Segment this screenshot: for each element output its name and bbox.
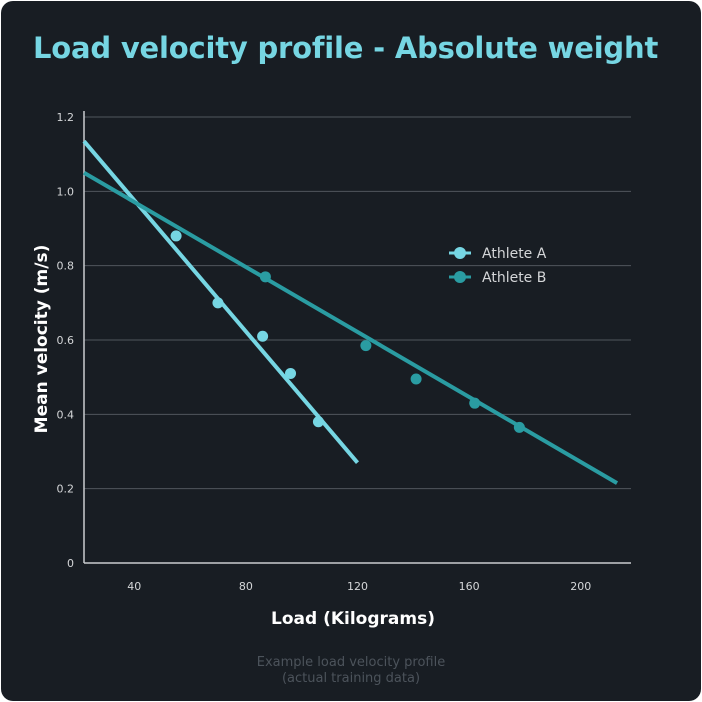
- data-point-athlete-b: [513, 421, 525, 433]
- trendline-athlete-b: [82, 171, 619, 485]
- data-point-athlete-a: [312, 416, 324, 428]
- caption-line-2: (actual training data): [281, 671, 421, 686]
- data-point-athlete-a: [170, 230, 182, 242]
- tick-labels: 0 0.2 0.4 0.6 0.8 1.0 1.2 40 80 120 160 200: [57, 111, 592, 593]
- chart-plot: 0 0.2 0.4 0.6 0.8 1.0 1.2 40 80 120 160 200 Athlete…: [32, 111, 631, 629]
- legend-marker-athlete-a: [454, 247, 466, 259]
- data-points: [170, 230, 525, 433]
- x-tick-label: 120: [347, 580, 368, 593]
- legend-marker-athlete-b: [454, 271, 466, 283]
- grid-lines: [84, 116, 631, 490]
- y-axis-label: Mean velocity (m/s): [32, 245, 52, 434]
- y-tick-label: 0.2: [57, 483, 75, 496]
- data-point-athlete-a: [285, 367, 297, 379]
- caption: Example load velocity profile (actual tr…: [1, 655, 701, 687]
- x-tick-label: 200: [570, 580, 591, 593]
- data-point-athlete-a: [212, 297, 224, 309]
- legend-label-athlete-a: Athlete A: [482, 246, 547, 262]
- y-tick-label: 1.0: [57, 185, 75, 198]
- data-point-athlete-b: [410, 373, 422, 385]
- axis-labels: Load (Kilograms) Mean velocity (m/s): [32, 245, 435, 629]
- y-tick-label: 0: [67, 557, 74, 570]
- y-tick-label: 0.6: [57, 334, 75, 347]
- chart-title: Load velocity profile - Absolute weight: [33, 31, 659, 65]
- data-point-athlete-b: [259, 271, 271, 283]
- data-point-athlete-a: [257, 330, 269, 342]
- x-axis-label: Load (Kilograms): [271, 609, 435, 629]
- data-point-athlete-b: [360, 340, 372, 352]
- caption-line-1: Example load velocity profile: [256, 655, 446, 670]
- y-tick-label: 1.2: [57, 111, 75, 124]
- legend: Athlete A Athlete B: [449, 246, 547, 286]
- x-tick-label: 80: [239, 580, 253, 593]
- y-tick-label: 0.8: [57, 260, 75, 273]
- trendlines: [82, 139, 619, 485]
- y-tick-label: 0.4: [57, 408, 75, 421]
- x-tick-label: 40: [127, 580, 141, 593]
- axes: [83, 111, 631, 564]
- data-point-athlete-b: [469, 397, 481, 409]
- x-tick-label: 160: [459, 580, 480, 593]
- legend-label-athlete-b: Athlete B: [482, 270, 546, 286]
